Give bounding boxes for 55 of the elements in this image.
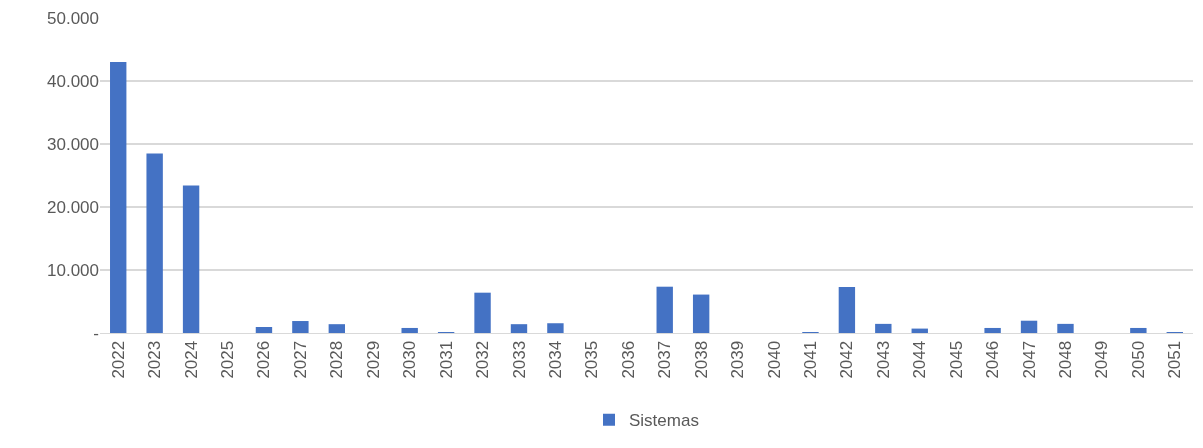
x-tick-label: 2036 (618, 340, 638, 379)
bar (1020, 320, 1038, 333)
bar (875, 323, 892, 333)
x-tick-label: 2028 (327, 340, 347, 379)
y-tick-label: 30.000 (47, 134, 99, 154)
x-tick-label: 2042 (837, 340, 857, 379)
x-tick-label: 2033 (509, 340, 529, 379)
bar (182, 185, 200, 333)
x-tick-label: 2032 (473, 340, 493, 379)
x-tick-label: 2049 (1092, 340, 1112, 379)
bar (1130, 327, 1147, 333)
x-tick-label: 2043 (873, 340, 893, 379)
bar (838, 287, 856, 333)
x-tick-label: 2024 (181, 340, 201, 379)
bar (292, 321, 309, 333)
x-tick-label: 2035 (582, 340, 602, 379)
x-tick-label: 2027 (290, 340, 310, 379)
x-tick-label: 2040 (764, 340, 784, 379)
x-tick-label: 2051 (1165, 340, 1185, 379)
x-tick-label: 2026 (254, 340, 274, 379)
x-tick-label: 2038 (691, 340, 711, 379)
x-tick-label: 2022 (108, 340, 128, 379)
bar (328, 324, 346, 333)
x-tick-label: 2030 (400, 340, 420, 379)
x-tick-label: 2029 (363, 340, 383, 379)
bar (110, 62, 127, 333)
x-tick-label: 2048 (1056, 340, 1076, 379)
bar (474, 292, 491, 333)
legend-label: Sistemas (629, 411, 699, 431)
x-tick-label: 2031 (436, 340, 456, 379)
bar (401, 327, 418, 333)
x-tick-label: 2046 (983, 340, 1003, 379)
bar (255, 327, 273, 333)
x-tick-label: 2045 (946, 340, 966, 379)
y-tick-label: - (93, 323, 99, 343)
x-tick-label: 2025 (218, 340, 238, 379)
y-tick-label: 50.000 (47, 8, 99, 28)
y-tick-label: 10.000 (47, 260, 99, 280)
y-tick-label: 40.000 (47, 71, 99, 91)
x-tick-label: 2041 (800, 340, 820, 379)
x-tick-label: 2034 (545, 340, 565, 379)
x-tick-label: 2044 (910, 340, 930, 379)
bar (547, 323, 564, 333)
bar (692, 294, 710, 333)
y-tick-label: 20.000 (47, 197, 99, 217)
bar (146, 153, 163, 333)
x-tick-label: 2023 (145, 340, 165, 379)
bar (1057, 323, 1074, 333)
x-tick-label: 2037 (655, 340, 675, 379)
x-tick-label: 2039 (728, 340, 748, 379)
bar (656, 286, 673, 333)
x-tick-label: 2047 (1019, 340, 1039, 379)
bar (984, 327, 1001, 333)
bar (510, 324, 528, 333)
x-tick-label: 2050 (1128, 340, 1148, 379)
